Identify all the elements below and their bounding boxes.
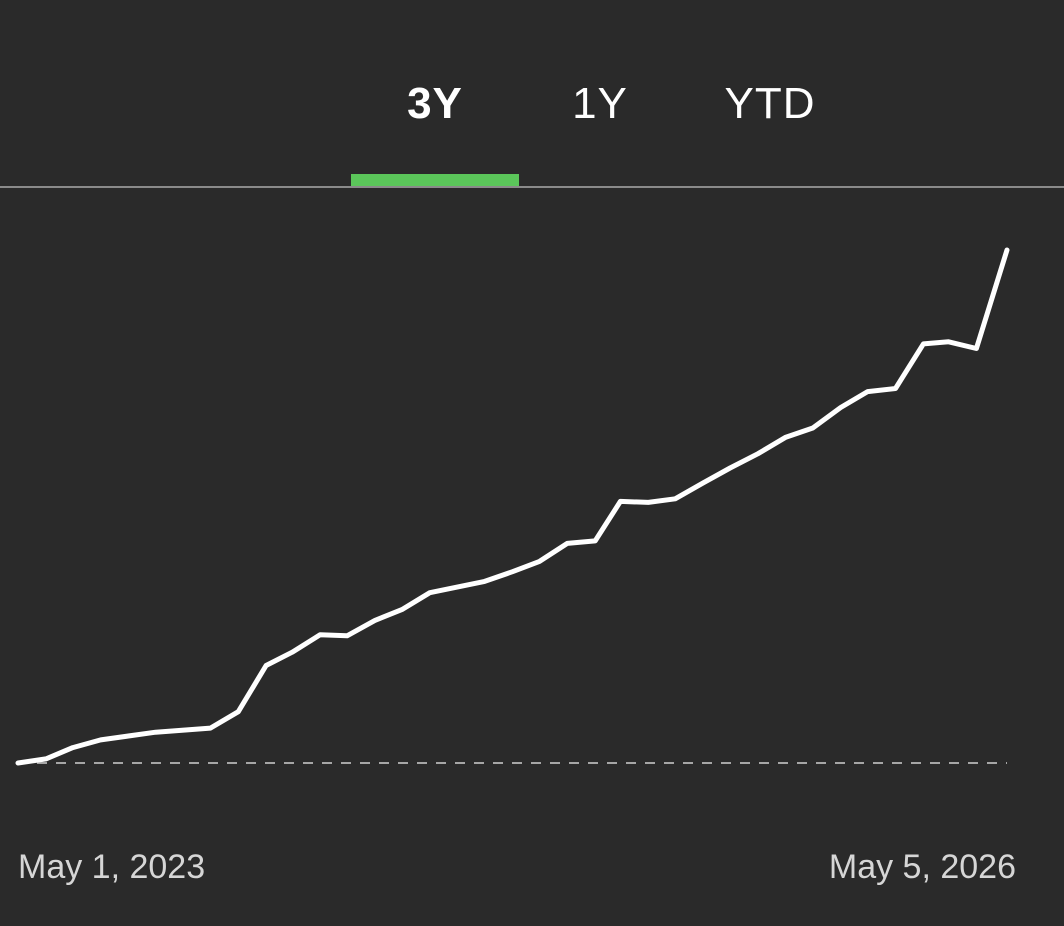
tab-divider (0, 186, 1064, 188)
tab-3y[interactable]: 3Y (407, 79, 463, 128)
tab-1y[interactable]: 1Y (572, 79, 628, 128)
active-tab-indicator (351, 174, 519, 186)
tab-ytd[interactable]: YTD (724, 79, 816, 128)
time-range-tabs: 3Y 1Y YTD (0, 0, 1064, 188)
start-date-label: May 1, 2023 (18, 848, 206, 886)
series-points (17, 249, 1008, 764)
series-line (15, 247, 1010, 766)
end-date-label: May 5, 2026 (828, 848, 1016, 886)
performance-chart (15, 247, 1010, 766)
